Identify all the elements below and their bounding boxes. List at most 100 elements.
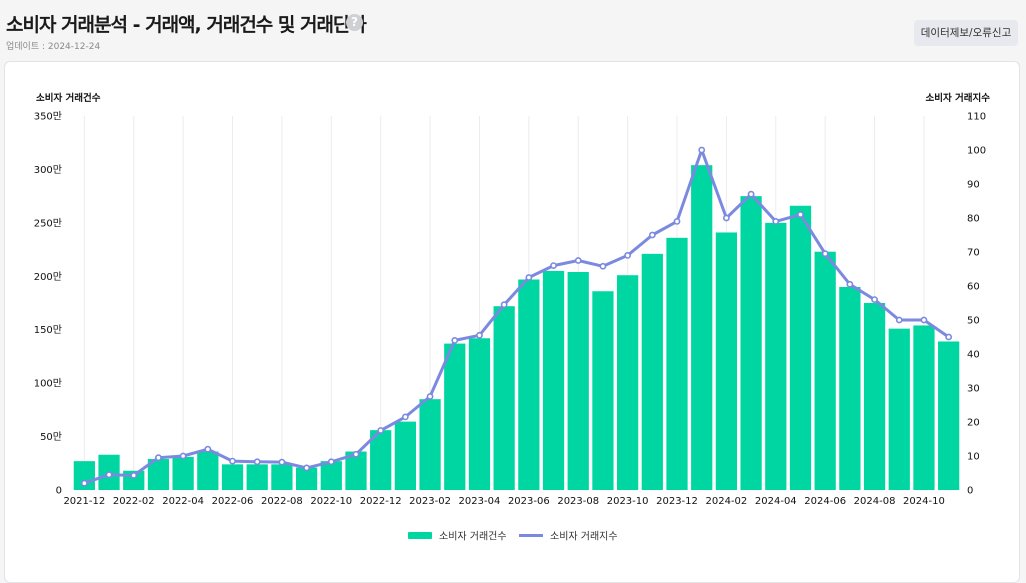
legend-label-bar[interactable]: 소비자 거래건수 [439, 531, 507, 543]
right-tick-label: 40 [967, 350, 980, 361]
point-2022-03[interactable] [155, 454, 162, 462]
point-2024-09[interactable] [895, 316, 903, 324]
bar-2024-06[interactable] [814, 251, 836, 490]
point-2023-08[interactable] [574, 257, 582, 264]
bar-2022-09[interactable] [295, 467, 318, 490]
bar-2022-11[interactable] [345, 451, 367, 490]
right-tick-label: 80 [967, 214, 980, 225]
point-2023-11[interactable] [648, 231, 656, 239]
x-tick-label: 2024-04 [755, 496, 797, 507]
right-axis-title: 소비자 거래지수 [926, 92, 991, 104]
point-2024-07[interactable] [846, 280, 854, 288]
left-tick-label: 0 [56, 486, 62, 497]
point-2022-06[interactable] [229, 457, 236, 465]
bar-2022-07[interactable] [246, 464, 268, 490]
report-error-button[interactable]: 데이터제보/오류신고 [914, 20, 1018, 46]
x-tick-label: 2023-08 [557, 496, 599, 507]
bar-2023-11[interactable] [641, 253, 663, 490]
point-2024-04[interactable] [772, 217, 780, 225]
left-tick-label: 300만 [34, 164, 62, 176]
right-tick-label: 30 [967, 384, 980, 395]
line-series [80, 146, 953, 487]
bar-2023-04[interactable] [468, 338, 491, 490]
bar-2022-05[interactable] [197, 451, 219, 490]
point-2022-10[interactable] [327, 458, 335, 466]
bar-2024-01[interactable] [691, 165, 713, 490]
bar-2024-10[interactable] [913, 325, 935, 490]
point-2023-09[interactable] [599, 262, 607, 270]
point-2024-06[interactable] [821, 250, 829, 258]
bar-2022-03[interactable] [147, 459, 170, 490]
point-2024-10[interactable] [920, 316, 928, 324]
bar-2023-06[interactable] [518, 279, 540, 490]
right-tick-label: 10 [967, 452, 980, 463]
point-2023-07[interactable] [550, 262, 557, 269]
bar-2022-10[interactable] [320, 461, 342, 490]
bar-2024-04[interactable] [765, 222, 787, 490]
bar-2023-01[interactable] [394, 421, 416, 490]
bar-2023-12[interactable] [666, 237, 688, 490]
bar-2024-05[interactable] [789, 205, 812, 490]
right-tick-label: 110 [967, 112, 986, 123]
right-tick-label: 0 [967, 486, 973, 497]
x-tick-label: 2023-02 [409, 496, 451, 507]
bar-2023-02[interactable] [419, 399, 441, 490]
bar-2023-03[interactable] [444, 343, 466, 490]
point-2022-12[interactable] [377, 427, 385, 434]
bar-2024-08[interactable] [863, 303, 886, 490]
point-2022-02[interactable] [130, 471, 138, 479]
bar-2024-07[interactable] [839, 286, 861, 490]
x-tick-label: 2022-06 [212, 496, 254, 507]
point-2024-01[interactable] [698, 146, 706, 154]
bar-2022-04[interactable] [172, 456, 194, 490]
bar-2022-06[interactable] [221, 464, 244, 490]
point-2023-10[interactable] [624, 251, 632, 259]
point-2023-01[interactable] [401, 413, 409, 421]
bar-2023-07[interactable] [542, 270, 565, 490]
bar-2023-08[interactable] [567, 272, 589, 490]
bar-2024-03[interactable] [740, 196, 762, 490]
point-2022-11[interactable] [352, 450, 360, 458]
point-2023-02[interactable] [426, 393, 434, 400]
point-2022-08[interactable] [278, 458, 286, 466]
point-2022-09[interactable] [303, 464, 310, 472]
right-tick-label: 100 [967, 146, 986, 157]
point-2022-07[interactable] [253, 458, 261, 466]
point-2022-05[interactable] [204, 445, 212, 453]
point-2024-11[interactable] [945, 333, 953, 341]
point-2024-08[interactable] [871, 296, 878, 303]
right-tick-label: 60 [967, 282, 980, 293]
point-2023-04[interactable] [476, 331, 483, 339]
point-2023-12[interactable] [673, 217, 681, 225]
point-2023-05[interactable] [500, 301, 508, 309]
x-tick-label: 2024-02 [706, 496, 748, 507]
legend-label-line[interactable]: 소비자 거래지수 [550, 531, 618, 543]
bar-series [73, 165, 960, 490]
bar-2024-02[interactable] [715, 232, 738, 490]
x-tick-label: 2022-12 [360, 496, 402, 507]
bar-2023-09[interactable] [592, 291, 614, 490]
bar-2022-12[interactable] [370, 430, 392, 490]
bar-2024-09[interactable] [888, 328, 910, 490]
left-tick-label: 150만 [34, 324, 62, 336]
left-tick-label: 350만 [34, 111, 62, 123]
x-tick-label: 2024-10 [903, 496, 945, 507]
bar-2022-08[interactable] [271, 464, 293, 490]
question-circle-icon[interactable]: ? [346, 14, 363, 31]
point-2024-02[interactable] [723, 214, 730, 222]
bar-2024-11[interactable] [938, 341, 960, 490]
point-2021-12[interactable] [80, 479, 88, 487]
x-tick-label: 2023-04 [459, 496, 501, 507]
point-2024-03[interactable] [747, 190, 755, 198]
point-2023-06[interactable] [525, 274, 533, 281]
bar-2023-10[interactable] [617, 275, 639, 490]
combo-chart: 소비자 거래건수 소비자 거래지수 0 50만 100만 150만 200만 250만 30… [34, 92, 991, 543]
bar-2023-05[interactable] [493, 306, 515, 490]
point-2024-05[interactable] [797, 211, 804, 218]
legend-swatch-bar[interactable] [408, 532, 432, 539]
point-2023-03[interactable] [451, 336, 459, 344]
point-2022-01[interactable] [105, 471, 113, 479]
right-tick-label: 90 [967, 180, 980, 191]
point-2022-04[interactable] [179, 452, 187, 460]
x-tick-label: 2022-02 [113, 496, 155, 507]
